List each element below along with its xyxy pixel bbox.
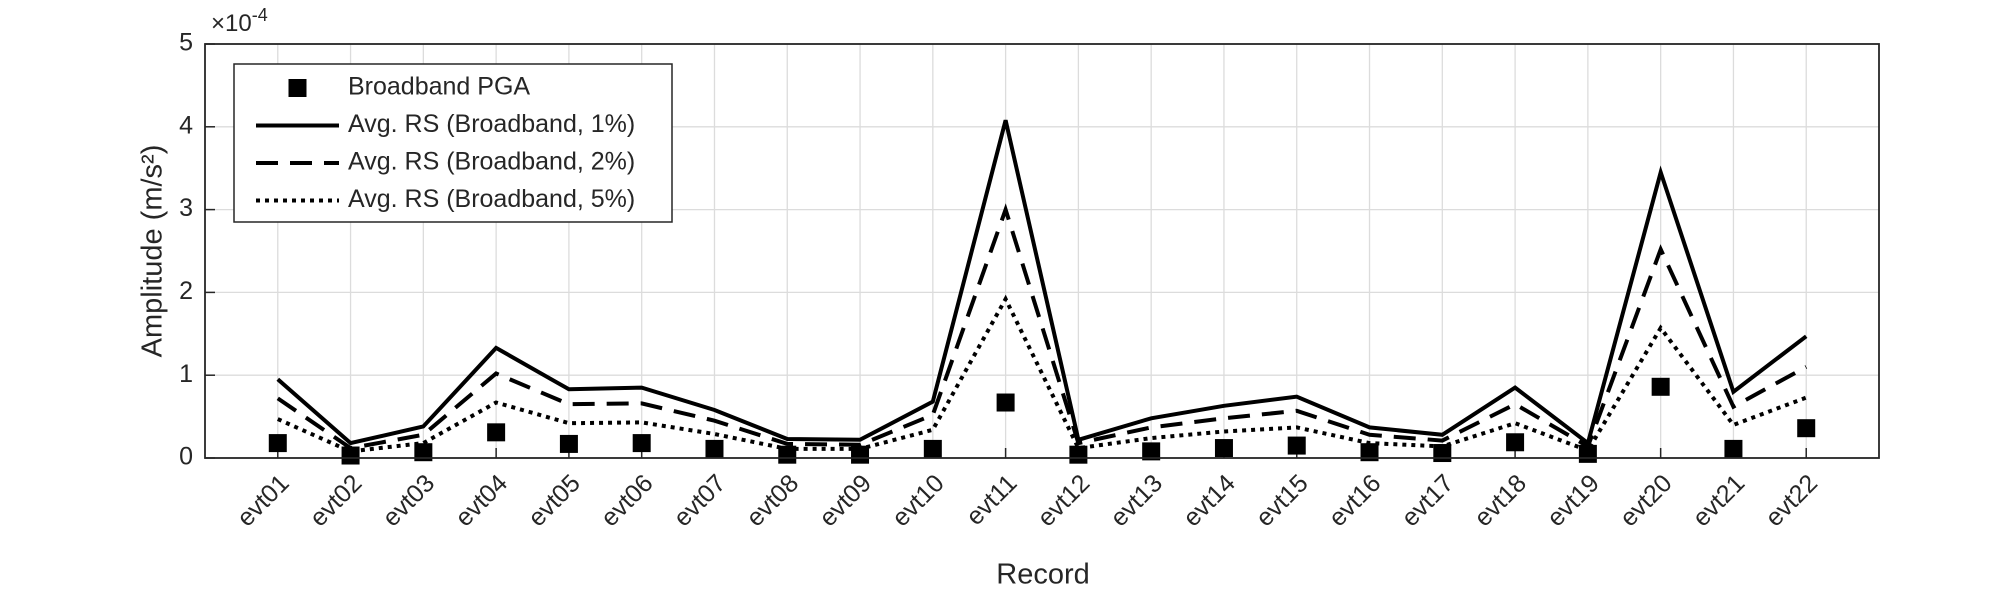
marker: [414, 443, 433, 462]
axes-box: [204, 43, 1880, 459]
legend-label: Avg. RS (Broadband, 5%): [348, 185, 635, 213]
marker: [632, 434, 651, 453]
marker: [1506, 433, 1525, 452]
x-axis-label: Record: [996, 559, 1090, 591]
x-tick-label: evt04: [450, 469, 513, 532]
legend-label: Avg. RS (Broadband, 1%): [348, 110, 635, 138]
x-tick-label: evt08: [741, 469, 804, 532]
y-multiplier-base: ×10: [211, 10, 252, 37]
marker: [487, 423, 506, 442]
x-tick-label: evt01: [232, 469, 295, 532]
marker: [1724, 439, 1743, 458]
x-tick-label: evt11: [961, 469, 1023, 531]
x-tick-label: evt21: [1687, 469, 1750, 532]
x-tick-label: evt10: [887, 469, 950, 532]
line: [276, 203, 1808, 451]
x-tick-label: evt05: [523, 469, 586, 532]
y-multiplier-exponent: -4: [252, 5, 268, 25]
x-tick-label: evt02: [304, 469, 367, 532]
marker: [705, 439, 724, 458]
line: [276, 119, 1808, 447]
marker: [778, 445, 797, 464]
marker: [996, 393, 1015, 412]
y-tick-label: 4: [179, 111, 193, 139]
marker: [851, 445, 870, 464]
y-tick-label: 5: [179, 29, 193, 57]
x-tick-label: evt22: [1760, 469, 1823, 532]
marker: [1651, 377, 1670, 396]
y-axis-label: Amplitude (m/s²): [137, 145, 169, 358]
marker: [1142, 442, 1161, 461]
x-tick-label: evt07: [668, 469, 731, 532]
x-tick-label: evt18: [1469, 469, 1532, 532]
plot-area: [268, 119, 1816, 465]
x-tick-label: evt17: [1396, 469, 1459, 532]
y-tick-label: 1: [179, 360, 193, 388]
legend-label: Avg. RS (Broadband, 2%): [348, 148, 635, 176]
legend-box: [233, 63, 673, 223]
marker: [559, 434, 578, 453]
x-tick-label: evt13: [1105, 469, 1168, 532]
y-multiplier: ×10-4: [211, 5, 268, 38]
marker: [1214, 439, 1233, 458]
x-tick-label: evt09: [814, 469, 877, 532]
x-tick-label: evt03: [377, 469, 440, 532]
line: [276, 294, 1807, 454]
x-tick-label: evt14: [1178, 469, 1241, 532]
marker: [1287, 436, 1306, 455]
y-tick-label: 2: [179, 277, 193, 305]
x-tick-label: evt15: [1251, 469, 1314, 532]
marker: [1360, 443, 1379, 462]
y-tick-label: 3: [179, 194, 193, 222]
marker: [1797, 419, 1816, 438]
marker: [1069, 445, 1088, 464]
marker: [268, 434, 287, 453]
x-tick-label: evt06: [596, 469, 659, 532]
y-tick-label: 0: [179, 443, 193, 471]
x-tick-label: evt16: [1323, 469, 1386, 532]
legend-marker: [288, 79, 307, 97]
legend-label: Broadband PGA: [348, 73, 530, 101]
marker: [923, 439, 942, 458]
marker: [1433, 444, 1452, 463]
x-tick-label: evt19: [1542, 469, 1605, 532]
x-tick-label: evt20: [1615, 469, 1678, 532]
x-tick-label: evt12: [1032, 469, 1095, 532]
